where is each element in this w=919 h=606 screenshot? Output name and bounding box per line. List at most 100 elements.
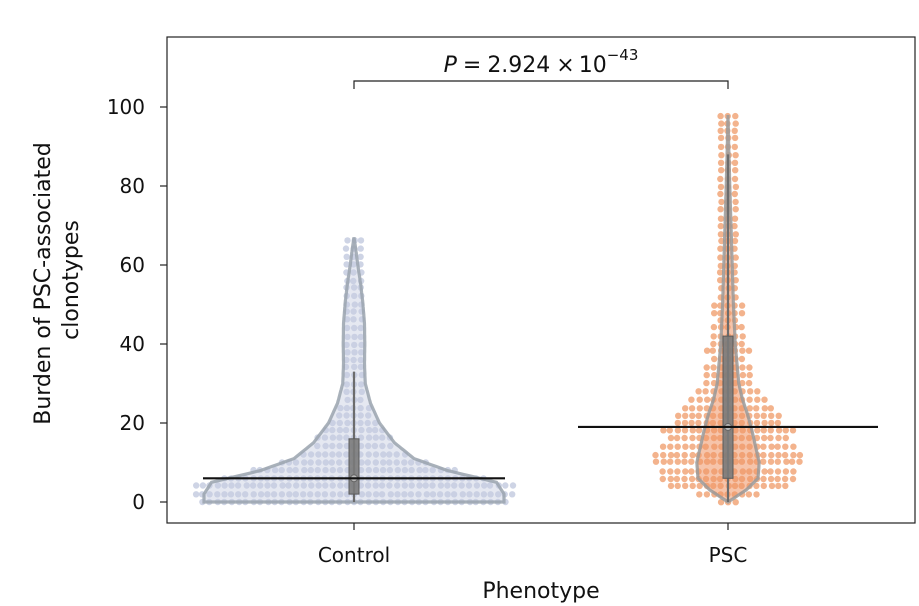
data-point <box>357 356 364 364</box>
data-point <box>745 491 753 498</box>
data-point <box>768 443 775 450</box>
data-point <box>667 434 675 442</box>
data-point <box>717 159 725 166</box>
data-point <box>358 491 366 498</box>
data-point <box>364 482 372 489</box>
data-point <box>322 442 329 450</box>
data-point <box>351 349 358 356</box>
x-tick-label: Control <box>318 543 390 567</box>
data-point <box>753 419 761 427</box>
data-point <box>774 468 782 475</box>
data-point <box>429 491 437 498</box>
data-point <box>696 482 703 490</box>
data-point <box>674 482 681 490</box>
data-point <box>688 396 695 403</box>
data-point <box>738 310 746 317</box>
data-point <box>674 468 681 475</box>
data-point <box>660 451 667 459</box>
data-point <box>731 190 738 198</box>
data-point <box>667 468 674 475</box>
data-point <box>358 426 365 434</box>
data-point <box>782 427 789 434</box>
data-point <box>717 499 725 506</box>
data-point <box>408 482 415 489</box>
data-point <box>350 284 358 291</box>
data-point <box>358 459 365 466</box>
data-point <box>675 412 682 419</box>
data-point <box>344 419 351 427</box>
data-point <box>688 468 695 475</box>
data-point <box>343 324 351 332</box>
data-point <box>314 442 321 450</box>
data-point <box>343 404 351 412</box>
data-point <box>659 468 666 475</box>
data-point <box>329 426 336 434</box>
data-point <box>681 427 689 434</box>
data-point <box>321 491 329 498</box>
x-tick-label: PSC <box>709 543 748 567</box>
data-point <box>329 466 336 474</box>
data-point <box>711 310 718 317</box>
data-point <box>227 491 235 498</box>
data-point <box>688 458 695 465</box>
data-point <box>674 443 681 450</box>
data-point <box>372 451 380 458</box>
box-iqr <box>722 335 734 479</box>
data-point <box>358 381 365 388</box>
data-point <box>674 458 681 465</box>
mean-lines <box>203 425 878 480</box>
data-point <box>783 458 790 465</box>
data-point <box>307 466 314 474</box>
data-point <box>761 468 768 475</box>
data-point <box>315 451 322 458</box>
data-point <box>667 458 674 465</box>
data-point <box>459 491 466 498</box>
data-point <box>717 183 725 191</box>
data-point <box>717 215 725 222</box>
data-point <box>703 379 710 387</box>
data-point <box>444 482 451 489</box>
data-point <box>386 451 393 458</box>
data-point <box>731 175 739 183</box>
data-point <box>350 356 357 364</box>
data-point <box>760 443 767 450</box>
data-point <box>673 475 681 483</box>
significance-bracket <box>353 80 729 89</box>
p-equals: = <box>463 53 481 78</box>
data-point <box>781 451 789 459</box>
data-point <box>682 405 689 412</box>
data-point <box>372 419 379 427</box>
data-point <box>674 427 682 434</box>
data-point <box>214 491 221 498</box>
data-point <box>300 482 307 489</box>
data-point <box>422 482 429 489</box>
data-point <box>351 363 358 371</box>
data-point <box>365 412 372 419</box>
data-point <box>257 482 264 489</box>
data-point <box>286 466 293 474</box>
data-point <box>358 341 365 349</box>
data-point <box>286 491 293 498</box>
data-point <box>301 459 308 466</box>
data-point <box>408 466 415 474</box>
data-point <box>379 466 387 474</box>
data-point <box>270 482 278 489</box>
data-point <box>358 349 365 356</box>
box-iqr <box>348 438 360 495</box>
data-point <box>307 459 314 466</box>
data-point <box>731 237 739 245</box>
p-exponent: −43 <box>607 46 639 64</box>
data-point <box>681 475 688 483</box>
data-point <box>732 167 739 174</box>
data-point <box>767 458 775 465</box>
data-point <box>337 491 344 498</box>
data-point <box>674 419 681 427</box>
y-tick-label: 0 <box>132 490 145 514</box>
data-point <box>329 442 336 450</box>
data-point <box>754 396 761 403</box>
data-point <box>703 371 710 379</box>
data-point <box>336 426 344 434</box>
data-point <box>739 364 746 371</box>
data-point <box>364 459 371 466</box>
data-point <box>761 405 768 412</box>
